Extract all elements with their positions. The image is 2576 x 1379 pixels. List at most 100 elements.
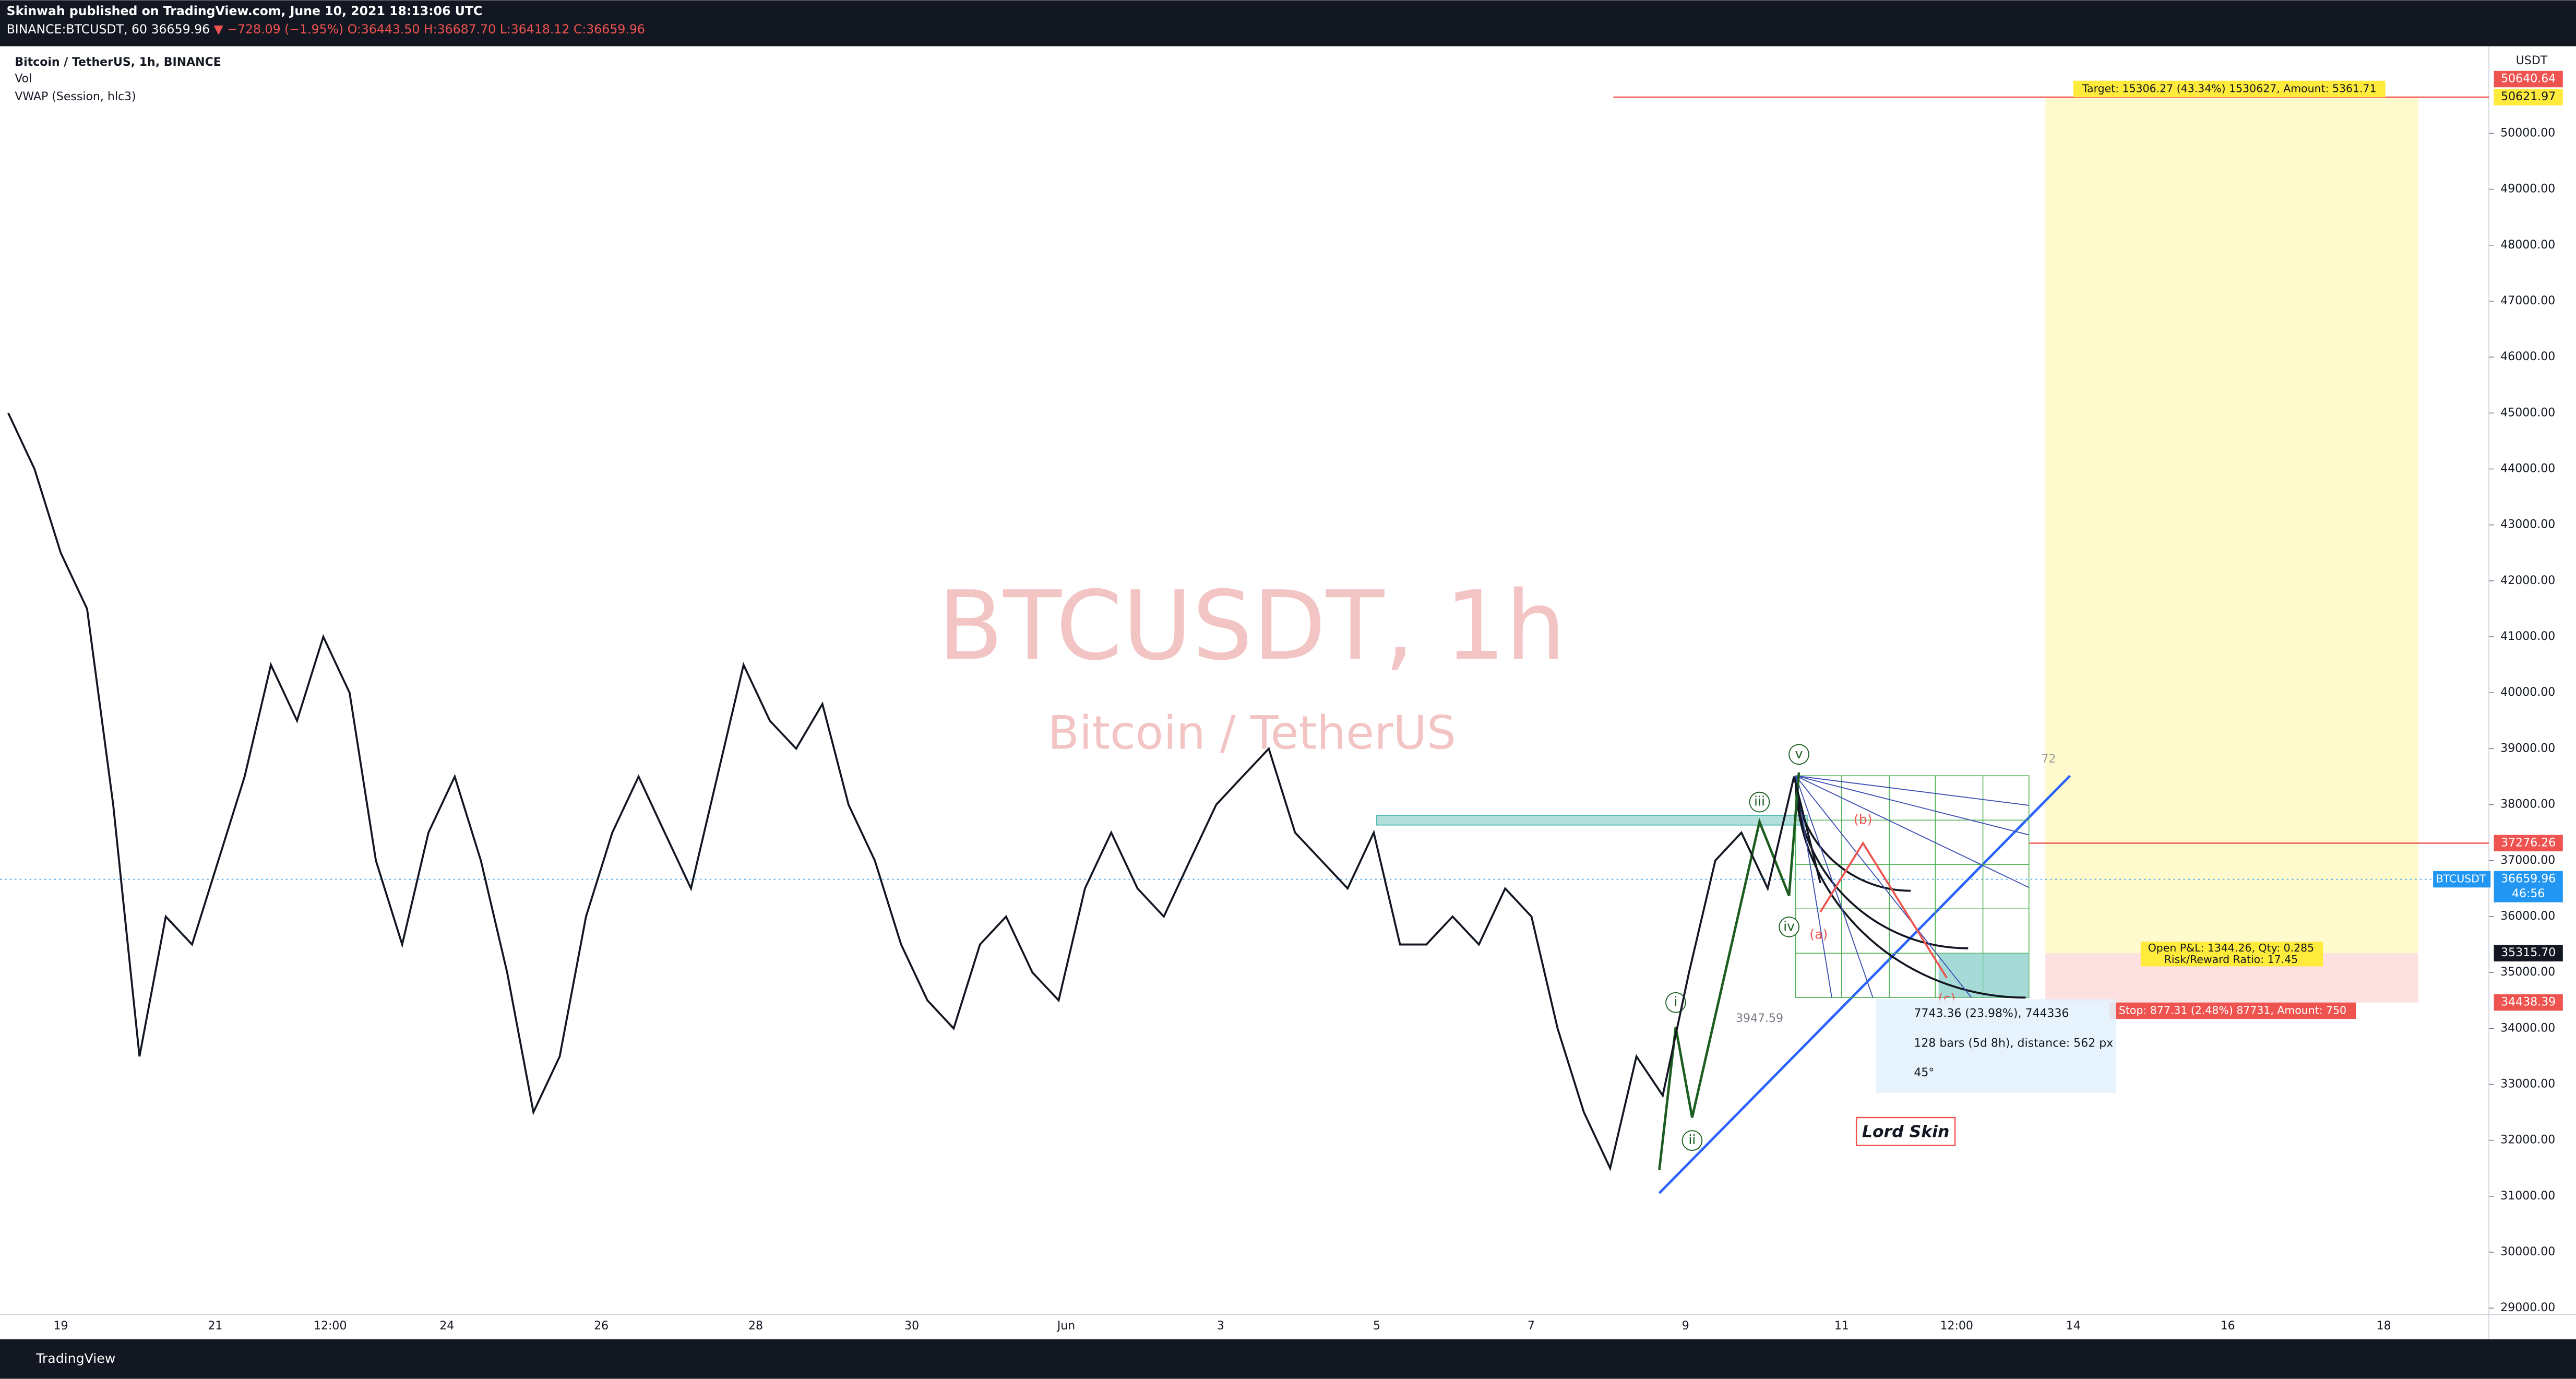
- x-tick-label: 11: [1834, 1319, 1849, 1333]
- ratio: Risk/Reward Ratio: 17.45: [2164, 953, 2298, 966]
- symbol-name: BINANCE:BTCUSDT, 60: [7, 22, 147, 37]
- zone: [1376, 815, 1808, 826]
- high: H:36687.70: [424, 22, 496, 37]
- measure-box: [1876, 999, 2116, 1093]
- last: 36659.96: [151, 22, 210, 37]
- y-tick-label: 46000.00: [2500, 350, 2555, 363]
- x-tick-label: 9: [1682, 1319, 1689, 1333]
- trendline: [1658, 775, 2071, 1194]
- price-tag: 37276.26: [2501, 836, 2556, 849]
- pnl: Open P&L: 1344.26, Qty: 0.285: [2148, 942, 2314, 954]
- y-tick-label: 41000.00: [2500, 630, 2555, 643]
- abc-path: [1819, 841, 1948, 979]
- fan-line: [1795, 775, 1874, 998]
- x-tick-label: 19: [53, 1319, 68, 1333]
- symbol: BINANCE:BTCUSDT, 60 36659.96 ▼ −728.09 (…: [7, 22, 645, 37]
- signature: Lord Skin: [1862, 1122, 1949, 1141]
- y-tick-label: 50000.00: [2500, 126, 2555, 139]
- arc: [1794, 776, 2026, 999]
- y-tick-label: 35000.00: [2500, 966, 2555, 979]
- symbol-tag: BTCUSDT: [2436, 873, 2486, 885]
- y-tick-label: 34000.00: [2500, 1021, 2555, 1035]
- pnl-box: [2140, 942, 2323, 967]
- x-tick-label: 16: [2221, 1319, 2235, 1333]
- target-label: Target: 15306.27 (43.34%) 1530627, Amoun…: [2082, 82, 2377, 94]
- y-tick-label: 32000.00: [2500, 1134, 2555, 1147]
- y-tick-label: 42000.00: [2500, 574, 2555, 587]
- y-tick-label: 39000.00: [2500, 742, 2555, 755]
- impulse-path: [1658, 772, 1800, 1171]
- x-tick-label: 7: [1528, 1319, 1535, 1333]
- countdown: 46:56: [2512, 887, 2545, 900]
- arc: [1794, 776, 1911, 892]
- y-tick-label: 47000.00: [2500, 294, 2555, 307]
- legend-title: Bitcoin / TetherUS, 1h, BINANCE: [15, 56, 221, 69]
- tag-box: [2494, 994, 2563, 1011]
- watermark-subtitle: Bitcoin / TetherUS: [1048, 706, 1456, 760]
- wave-label: (b): [1854, 812, 1873, 827]
- wave-circle: [1779, 917, 1799, 937]
- legend-vol: Vol: [15, 73, 32, 86]
- price-line: [7, 412, 1821, 1172]
- x-tick-label: Jun: [1056, 1319, 1075, 1333]
- wave-circle: [1788, 744, 1809, 765]
- x-tick-label: 5: [1373, 1319, 1380, 1333]
- price-tag: 36659.96: [2501, 873, 2556, 886]
- profit-zone: [2045, 97, 2418, 954]
- tag-box: [2494, 871, 2563, 902]
- wave-label: iii: [1754, 794, 1765, 809]
- y-tick-label: 37000.00: [2500, 854, 2555, 867]
- fan-line: [1795, 775, 1972, 998]
- watermark-title: BTCUSDT, 1h: [938, 571, 1566, 682]
- publisher: Skinwah published on TradingView.com, Ju…: [7, 4, 483, 18]
- measure-angle: 45°: [1914, 1066, 1934, 1079]
- x-tick-label: 14: [2066, 1319, 2081, 1333]
- fan-count: 72: [2041, 753, 2056, 766]
- tag-box: [2494, 70, 2563, 88]
- wave-labels: v iii iv i ii (b) (a) (c): [1665, 744, 1955, 1151]
- tag-box: [2494, 945, 2563, 961]
- wave-size: 3947.59: [1736, 1012, 1783, 1025]
- price-tag: 50621.97: [2501, 90, 2556, 103]
- measure-bars: 128 bars (5d 8h), distance: 562 px: [1914, 1037, 2113, 1050]
- grid-box: [1795, 775, 2030, 998]
- y-tick-label: 43000.00: [2500, 518, 2555, 531]
- x-tick-label: 12:00: [314, 1319, 347, 1333]
- y-tick-label: 38000.00: [2500, 798, 2555, 811]
- legend-vwap: VWAP (Session, hlc3): [15, 90, 136, 103]
- x-tick-label: 26: [594, 1319, 609, 1333]
- x-tick-label: 24: [439, 1319, 454, 1333]
- price-tag: 34438.39: [2501, 996, 2556, 1009]
- wave-label: ii: [1688, 1132, 1696, 1147]
- tag-box: [2494, 835, 2563, 852]
- stop-label: Stop: 877.31 (2.48%) 87731, Amount: 750: [2119, 1004, 2346, 1016]
- tag-box: [2494, 89, 2563, 105]
- signature-box: [1855, 1116, 1956, 1146]
- y-tick-label: 44000.00: [2500, 462, 2555, 475]
- x-tick-label: 30: [904, 1319, 919, 1333]
- open: O:36443.50: [348, 22, 420, 37]
- wave-circle: [1681, 1130, 1703, 1151]
- y-tick-label: 45000.00: [2500, 406, 2555, 419]
- wave-label: iv: [1783, 919, 1795, 934]
- wave-label: (a): [1809, 927, 1828, 942]
- wave-label: i: [1674, 994, 1677, 1009]
- fan-line: [1795, 775, 2030, 888]
- top-bar: [0, 0, 2576, 46]
- fan-line: [1795, 775, 2029, 836]
- wave-label: v: [1795, 746, 1803, 761]
- y-tick-label: 48000.00: [2500, 239, 2555, 252]
- currency: USDT: [2516, 54, 2548, 67]
- footer: [0, 1339, 2576, 1379]
- y-tick-label: 29000.00: [2500, 1301, 2555, 1314]
- arc: [1794, 776, 1969, 949]
- measure-range: 7743.36 (23.98%), 744336: [1914, 1007, 2069, 1020]
- x-tick-label: 21: [208, 1319, 222, 1333]
- x-tick-label: 3: [1217, 1319, 1224, 1333]
- tag-box: [2433, 871, 2491, 888]
- y-tick-label: 49000.00: [2500, 183, 2555, 196]
- price-tag: 50640.64: [2501, 73, 2556, 86]
- x-tick-label: 18: [2377, 1319, 2391, 1333]
